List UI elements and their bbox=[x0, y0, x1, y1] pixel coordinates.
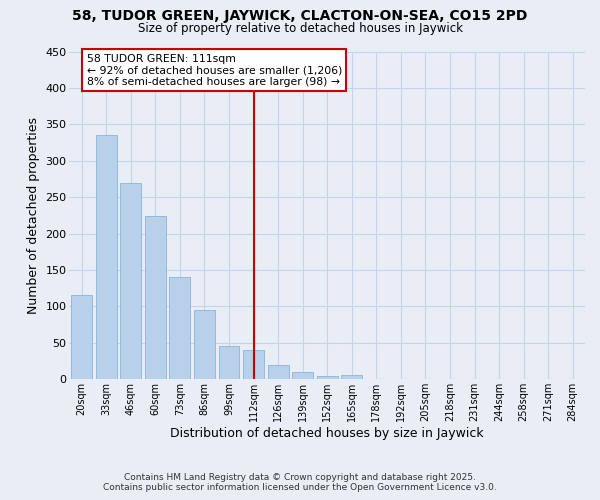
Bar bbox=[268, 364, 289, 380]
Text: 58 TUDOR GREEN: 111sqm
← 92% of detached houses are smaller (1,206)
8% of semi-d: 58 TUDOR GREEN: 111sqm ← 92% of detached… bbox=[86, 54, 342, 87]
Bar bbox=[243, 350, 264, 380]
Bar bbox=[292, 372, 313, 380]
Bar bbox=[341, 375, 362, 380]
Text: 58, TUDOR GREEN, JAYWICK, CLACTON-ON-SEA, CO15 2PD: 58, TUDOR GREEN, JAYWICK, CLACTON-ON-SEA… bbox=[73, 9, 527, 23]
Bar bbox=[194, 310, 215, 380]
Bar bbox=[71, 295, 92, 380]
Text: Contains HM Land Registry data © Crown copyright and database right 2025.
Contai: Contains HM Land Registry data © Crown c… bbox=[103, 473, 497, 492]
Bar bbox=[145, 216, 166, 380]
Bar bbox=[317, 376, 338, 380]
Y-axis label: Number of detached properties: Number of detached properties bbox=[27, 117, 40, 314]
Bar bbox=[96, 136, 117, 380]
Text: Size of property relative to detached houses in Jaywick: Size of property relative to detached ho… bbox=[137, 22, 463, 35]
Bar bbox=[169, 276, 190, 380]
Bar bbox=[218, 346, 239, 380]
Bar bbox=[121, 182, 141, 380]
Bar bbox=[513, 378, 534, 380]
X-axis label: Distribution of detached houses by size in Jaywick: Distribution of detached houses by size … bbox=[170, 427, 484, 440]
